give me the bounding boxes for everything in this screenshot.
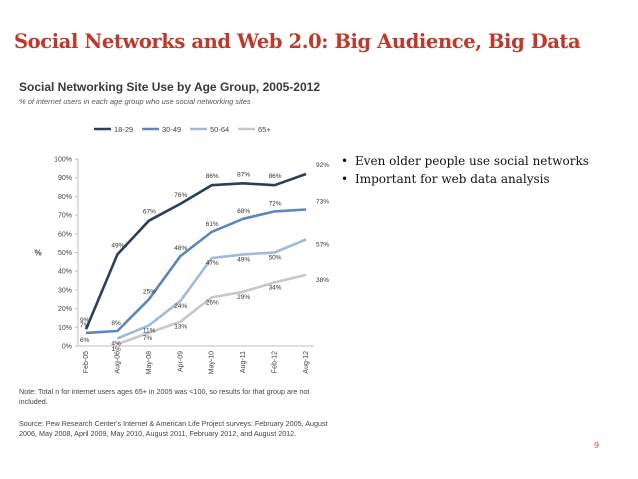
data-label: 87% xyxy=(237,171,250,178)
x-tick-label: Aug-06 xyxy=(114,351,121,374)
data-label: 76% xyxy=(174,192,187,199)
data-label: 9% xyxy=(80,317,90,324)
x-tick-label: Aug-11 xyxy=(240,351,247,373)
data-label: 26% xyxy=(206,299,219,306)
data-label: 1% xyxy=(111,346,121,353)
series-line xyxy=(85,208,307,335)
x-tick-label: Aug-12 xyxy=(303,351,310,374)
x-tick-label: Feb-05 xyxy=(83,351,90,373)
line-chart: 18-29 30-49 50-64 65+ 0% 10% 20% 30% 40% 50% 60% 70… xyxy=(34,125,329,374)
data-label: 57% xyxy=(316,241,329,248)
data-label: 7% xyxy=(143,335,153,342)
y-tick-label: 20% xyxy=(58,306,72,313)
x-tick-label: May-10 xyxy=(209,351,216,374)
data-label: 49% xyxy=(111,242,124,249)
data-label: 50% xyxy=(269,255,282,262)
chart-title: Social Networking Site Use by Age Group,… xyxy=(19,80,320,94)
data-label: 25% xyxy=(143,288,156,295)
data-label: 34% xyxy=(269,284,282,291)
data-label: 49% xyxy=(237,256,250,263)
data-label: 24% xyxy=(174,303,187,310)
bullet-icon: • xyxy=(341,154,349,168)
y-axis-label: % xyxy=(34,249,41,258)
data-label: 68% xyxy=(237,208,250,215)
data-label: 92% xyxy=(316,162,329,169)
x-tick-label: Apr-09 xyxy=(177,351,184,372)
y-tick-label: 50% xyxy=(58,250,72,257)
data-label: 86% xyxy=(206,173,219,180)
data-label: 29% xyxy=(237,294,250,301)
data-label: 38% xyxy=(316,277,329,284)
data-label: 7% xyxy=(80,322,90,329)
data-label: 47% xyxy=(206,260,219,267)
legend-label: 18-29 xyxy=(114,125,133,134)
y-tick-label: 100% xyxy=(54,157,72,164)
data-label: 13% xyxy=(174,324,187,331)
chart-subtitle: % of internet users in each age group wh… xyxy=(19,97,251,106)
data-label: 73% xyxy=(316,198,329,205)
series-line xyxy=(116,238,307,340)
data-label: 61% xyxy=(206,221,219,228)
y-tick-label: 0% xyxy=(62,344,72,351)
page-number: 9 xyxy=(594,441,600,450)
slide-title: Social Networks and Web 2.0: Big Audienc… xyxy=(14,30,581,53)
data-label: 8% xyxy=(111,320,121,327)
x-tick-label: May-08 xyxy=(146,351,153,374)
bullet-icon: • xyxy=(341,172,349,186)
data-label: 4% xyxy=(111,341,121,348)
legend-label: 30-49 xyxy=(162,125,181,134)
y-tick-label: 30% xyxy=(58,287,72,294)
series-line xyxy=(116,273,307,346)
chart-source: Source: Pew Research Center's Internet &… xyxy=(19,419,328,438)
y-tick-label: 60% xyxy=(58,231,72,238)
data-label: 72% xyxy=(269,200,282,207)
bullet-text: Even older people use social networks xyxy=(355,154,589,168)
bullet-item: • Even older people use social networks xyxy=(341,154,589,168)
bullet-text: Important for web data analysis xyxy=(355,172,550,186)
data-label: 86% xyxy=(269,173,282,180)
legend-label: 65+ xyxy=(258,125,271,134)
bullet-list: • Even older people use social networks •… xyxy=(341,154,589,190)
legend-label: 50-64 xyxy=(210,125,229,134)
y-tick-label: 90% xyxy=(58,175,72,182)
data-label: 67% xyxy=(143,209,156,216)
data-label: 11% xyxy=(143,327,156,334)
data-label: 6% xyxy=(80,337,90,344)
y-tick-label: 80% xyxy=(58,194,72,201)
y-tick-label: 70% xyxy=(58,213,72,220)
y-tick-label: 40% xyxy=(58,269,72,276)
y-tick-label: 10% xyxy=(58,325,72,332)
chart-note: Note: Total n for internet users ages 65… xyxy=(19,387,310,406)
series-line xyxy=(84,172,307,330)
bullet-item: • Important for web data analysis xyxy=(341,172,589,186)
data-label: 48% xyxy=(174,245,187,252)
x-tick-label: Feb-12 xyxy=(272,351,279,373)
chart-figure: Social Networking Site Use by Age Group,… xyxy=(12,76,332,466)
